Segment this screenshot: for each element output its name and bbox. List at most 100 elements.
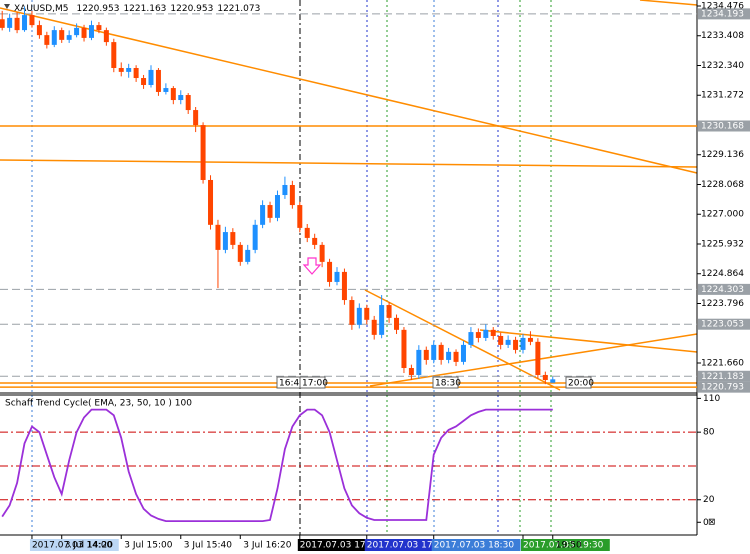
y-tick-label: 0 — [703, 518, 709, 528]
candle-body — [81, 27, 87, 38]
x-tick-label: 2017.07.03 17:00 — [300, 541, 381, 551]
candle-body — [274, 195, 280, 218]
candle-body — [133, 67, 139, 79]
x-label-box — [297, 539, 387, 551]
price-level-label: 1234.193 — [701, 9, 744, 19]
candle-body — [22, 15, 28, 31]
candle-body — [289, 184, 295, 206]
x-tick-label: 2017.07.03 18:30 — [434, 541, 515, 551]
x-tick-label: 2017.07.03 19:30 — [523, 541, 604, 551]
x-tick-label: 3 Jul 14:20 — [65, 541, 114, 551]
candle-body — [490, 329, 496, 336]
candle-body — [59, 30, 65, 40]
candle-body — [170, 88, 176, 101]
y-tick-label: 1227.000 — [701, 210, 744, 220]
x-tick-label: 3 Jul 15:40 — [184, 541, 233, 551]
y-tick-label: 1224.864 — [701, 269, 744, 279]
frames — [0, 0, 698, 536]
symbol-icon — [4, 4, 10, 9]
candle-body — [550, 379, 556, 383]
candle-body — [267, 205, 273, 218]
candle-body — [505, 339, 511, 345]
y-tick-label: 1232.340 — [701, 61, 744, 71]
candle-body — [96, 25, 102, 31]
candle-body — [215, 224, 221, 250]
x-tick-label: 19:50 — [556, 541, 582, 551]
candle-body — [312, 237, 318, 245]
candle-body — [304, 227, 310, 238]
x-label-box — [431, 539, 521, 551]
x-label-box — [29, 539, 119, 551]
candle-body — [527, 337, 533, 342]
candle-body — [193, 110, 199, 126]
candle-body — [431, 344, 437, 360]
candle-body — [88, 25, 94, 38]
candle-body — [103, 30, 109, 43]
price-level-box — [698, 8, 750, 20]
candle-body — [230, 232, 236, 245]
trendline — [0, 159, 698, 168]
trendline — [0, 7, 698, 174]
cursor-label: 16:45 — [279, 379, 305, 389]
x-label-box — [521, 539, 610, 551]
y-tick-label: 1225.932 — [701, 239, 744, 249]
candle-body — [141, 78, 147, 85]
candle-body — [356, 307, 362, 325]
panel-icon: ⊠ — [708, 518, 716, 528]
candle-body — [282, 184, 288, 196]
trendline — [364, 289, 561, 391]
indicator-line — [1, 408, 553, 522]
y-tick-label: 20 — [703, 495, 715, 505]
trendline — [369, 333, 698, 387]
header-value: 1220.953 — [170, 4, 213, 14]
price-level-label: 1220.793 — [701, 383, 744, 393]
candle-body — [364, 307, 370, 320]
symbol-title: XAUUSD,M5 — [14, 4, 69, 14]
candle-body — [475, 332, 481, 338]
cursor-label: 18:30 — [435, 379, 461, 389]
y-tick-label: 1231.272 — [701, 91, 744, 101]
price-level-box — [698, 381, 750, 393]
candle-body — [118, 67, 124, 72]
candle-body — [14, 17, 20, 31]
price-level-box — [698, 318, 750, 330]
y-tick-label: 1229.136 — [701, 150, 744, 160]
candle-body — [386, 305, 392, 318]
header-value: 1220.953 — [77, 4, 120, 14]
candle-body — [36, 25, 42, 36]
candle-body — [334, 271, 340, 282]
candle-body — [423, 349, 429, 360]
price-level-label: 1230.168 — [701, 121, 744, 131]
x-tick-label: 2017.07.03 14:00 — [32, 541, 113, 551]
candle-body — [520, 337, 526, 350]
x-tick-label: 3 Jul 15:00 — [124, 541, 173, 551]
candle-body — [111, 42, 117, 68]
candle-body — [394, 317, 400, 330]
candle-body — [498, 335, 504, 345]
price-level-box — [698, 370, 750, 382]
candle-body — [7, 17, 13, 28]
candle-body — [252, 224, 258, 250]
candle-body — [200, 125, 206, 180]
candle-body — [51, 30, 57, 45]
cursor-box — [299, 376, 326, 389]
candle-body — [468, 332, 474, 345]
candle-body — [460, 344, 466, 362]
price-level-box — [698, 283, 750, 295]
x-tick-label: 2017.07.03 17:45 — [367, 541, 447, 551]
candle-body — [349, 300, 355, 325]
candle-body — [237, 244, 243, 262]
candle-body — [379, 305, 385, 335]
candle-body — [126, 67, 132, 72]
trendline — [639, 0, 698, 6]
header-value: 1221.163 — [123, 4, 166, 14]
candle-body — [148, 69, 154, 85]
candle-body — [155, 69, 161, 92]
candle-body — [483, 329, 489, 338]
candle-body — [29, 15, 35, 26]
candle-body — [319, 244, 325, 262]
header-value: 1221.073 — [217, 4, 260, 14]
